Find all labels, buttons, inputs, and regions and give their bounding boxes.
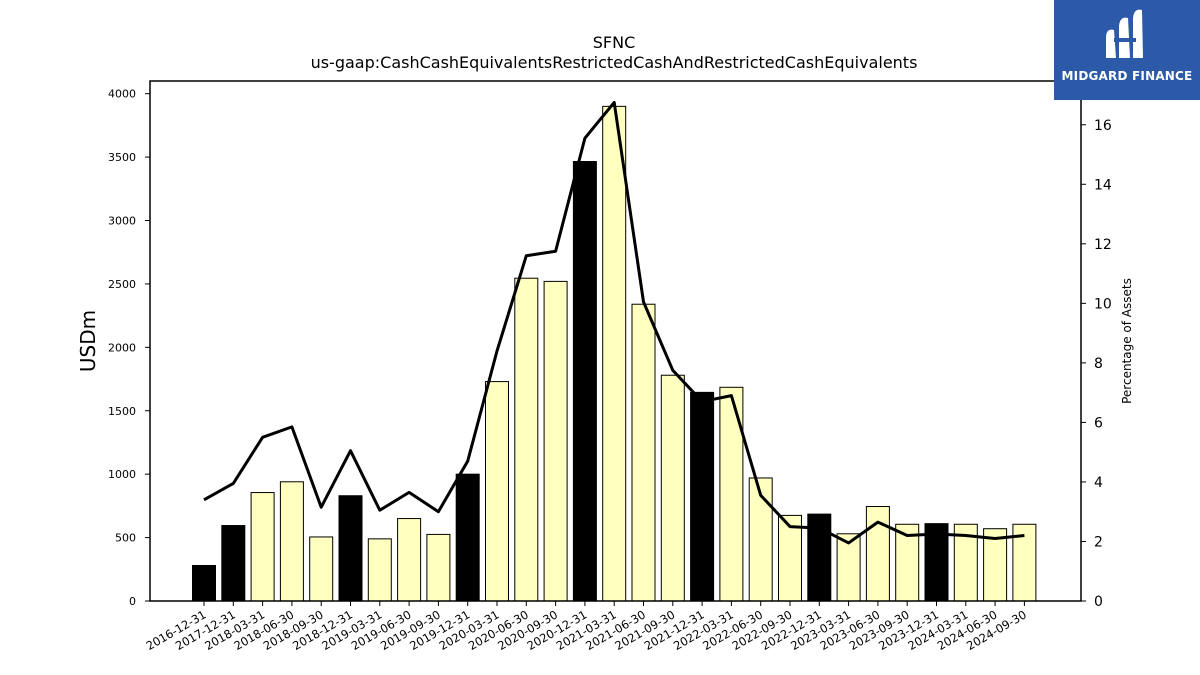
y-tick-label: 500 bbox=[115, 532, 136, 545]
logo-mark-icon bbox=[1106, 9, 1143, 58]
bar bbox=[543, 280, 568, 602]
bar bbox=[192, 564, 216, 602]
bar bbox=[397, 518, 422, 602]
y-tick-label: 2000 bbox=[108, 341, 136, 354]
y-tick-label: 1500 bbox=[108, 405, 136, 418]
chart-title: SFNC bbox=[593, 33, 636, 52]
y2-tick-label: 6 bbox=[1094, 415, 1103, 431]
bar-series bbox=[192, 105, 1037, 602]
y-tick-label: 3500 bbox=[108, 151, 136, 164]
y2-tick-label: 2 bbox=[1094, 534, 1103, 550]
bar bbox=[631, 303, 656, 602]
bar bbox=[602, 105, 627, 602]
bar bbox=[338, 495, 363, 602]
y-axis-label: USDm bbox=[76, 310, 100, 372]
bar bbox=[250, 492, 275, 602]
bar bbox=[690, 391, 715, 602]
bar bbox=[221, 525, 246, 602]
y-tick-label: 3000 bbox=[108, 215, 136, 228]
bar bbox=[309, 536, 334, 602]
percentage-line bbox=[203, 100, 1025, 545]
bar bbox=[455, 473, 480, 602]
y2-tick-label: 0 bbox=[1094, 594, 1103, 610]
bar bbox=[279, 481, 304, 602]
bar bbox=[367, 538, 392, 602]
y2-tick-label: 16 bbox=[1094, 118, 1112, 134]
y2-tick-label: 10 bbox=[1094, 296, 1112, 312]
y-tick-label: 0 bbox=[129, 595, 136, 608]
midgard-finance-logo: MIDGARD FINANCE bbox=[1054, 0, 1200, 100]
y2-tick-label: 14 bbox=[1094, 177, 1112, 193]
bar bbox=[572, 161, 597, 602]
y2-axis-label: Percentage of Assets bbox=[1120, 278, 1134, 404]
chart-subtitle: us-gaap:CashCashEquivalentsRestrictedCas… bbox=[311, 53, 918, 72]
bar bbox=[426, 533, 451, 602]
y-tick-label: 4000 bbox=[108, 88, 136, 101]
y-tick-label: 2500 bbox=[108, 278, 136, 291]
y-tick-label: 1000 bbox=[108, 468, 136, 481]
plot-frame bbox=[149, 80, 1082, 602]
logo-text: MIDGARD FINANCE bbox=[1061, 69, 1193, 83]
y2-tick-label: 12 bbox=[1094, 237, 1112, 253]
bar bbox=[660, 374, 685, 602]
bar bbox=[485, 381, 509, 602]
y2-tick-label: 8 bbox=[1094, 356, 1103, 372]
bar bbox=[514, 277, 539, 602]
y2-tick-label: 4 bbox=[1094, 475, 1103, 491]
